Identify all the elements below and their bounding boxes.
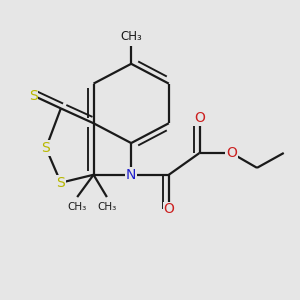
Text: CH₃: CH₃ xyxy=(120,30,142,43)
Text: O: O xyxy=(226,146,237,160)
Text: N: N xyxy=(126,168,136,182)
Text: O: O xyxy=(164,202,174,216)
Text: S: S xyxy=(29,88,38,103)
Text: O: O xyxy=(194,111,205,125)
Text: S: S xyxy=(42,141,50,155)
Text: S: S xyxy=(56,176,65,190)
Text: CH₃: CH₃ xyxy=(68,202,87,212)
Text: CH₃: CH₃ xyxy=(97,202,116,212)
